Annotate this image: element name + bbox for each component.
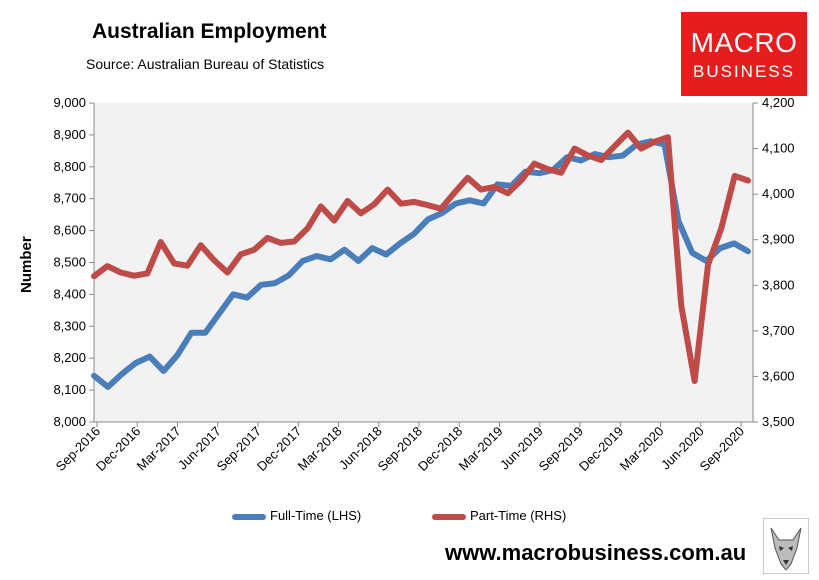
right-tick-label: 3,500 — [762, 414, 795, 429]
left-tick-label: 8,900 — [53, 127, 86, 142]
x-axis-ticks: Sep-2016Dec-2016Mar-2017Jun-2017Sep-2017… — [53, 422, 747, 474]
logo-line1: MACRO — [690, 27, 798, 58]
right-tick-label: 4,100 — [762, 141, 795, 156]
x-tick-label: Dec-2019 — [576, 424, 626, 474]
x-tick-label: Mar-2017 — [134, 424, 184, 474]
employment-line-chart: 8,000 8,100 8,200 8,300 8,400 8,500 8,600 8,700… — [53, 95, 795, 474]
left-tick-label: 9,000 — [53, 95, 86, 110]
plot-area — [94, 103, 753, 422]
left-tick-label: 8,400 — [53, 286, 86, 301]
chart-title: Australian Employment — [92, 20, 327, 43]
legend-full-time: Full-Time (LHS) — [232, 508, 361, 523]
left-tick-label: 8,500 — [53, 255, 86, 270]
left-tick-label: 8,000 — [53, 414, 86, 429]
x-tick-label: Sep-2020 — [697, 424, 747, 474]
x-tick-label: Mar-2019 — [456, 424, 506, 474]
legend-label-full-time: Full-Time (LHS) — [270, 508, 362, 523]
series-lines — [91, 129, 751, 390]
left-tick-label: 8,600 — [53, 223, 86, 238]
right-tick-label: 4,000 — [762, 186, 795, 201]
right-axis-ticks: 3,500 3,600 3,700 3,800 3,900 4,000 4,100 4,200 — [753, 95, 795, 429]
legend-swatch-full-time — [232, 513, 266, 520]
legend-part-time: Part-Time (RHS) — [432, 508, 566, 523]
left-tick-label: 8,200 — [53, 350, 86, 365]
series-line-part-time — [91, 129, 751, 384]
logo-line2: BUSINESS — [693, 62, 795, 81]
macrobusiness-logo: MACRO BUSINESS — [681, 12, 807, 96]
x-tick-label: Mar-2020 — [617, 424, 667, 474]
x-tick-label: Dec-2017 — [254, 424, 304, 474]
right-tick-label: 3,600 — [762, 368, 795, 383]
left-axis-ticks: 8,000 8,100 8,200 8,300 8,400 8,500 8,600 8,700… — [53, 95, 94, 429]
x-tick-label: Mar-2018 — [295, 424, 345, 474]
x-tick-label: Dec-2018 — [415, 424, 465, 474]
website-url: www.macrobusiness.com.au — [445, 540, 747, 565]
left-tick-label: 8,100 — [53, 382, 86, 397]
legend-label-part-time: Part-Time (RHS) — [470, 508, 567, 523]
left-tick-label: 8,700 — [53, 191, 86, 206]
chart-subtitle: Source: Australian Bureau of Statistics — [86, 56, 325, 72]
legend-swatch-part-time — [432, 513, 466, 520]
wolf-icon — [763, 518, 809, 574]
right-tick-label: 3,700 — [762, 323, 795, 338]
x-tick-label: Dec-2016 — [93, 424, 143, 474]
right-tick-label: 3,800 — [762, 277, 795, 292]
left-tick-label: 8,800 — [53, 159, 86, 174]
right-tick-label: 4,200 — [762, 95, 795, 110]
left-tick-label: 8,300 — [53, 318, 86, 333]
right-tick-label: 3,900 — [762, 232, 795, 247]
